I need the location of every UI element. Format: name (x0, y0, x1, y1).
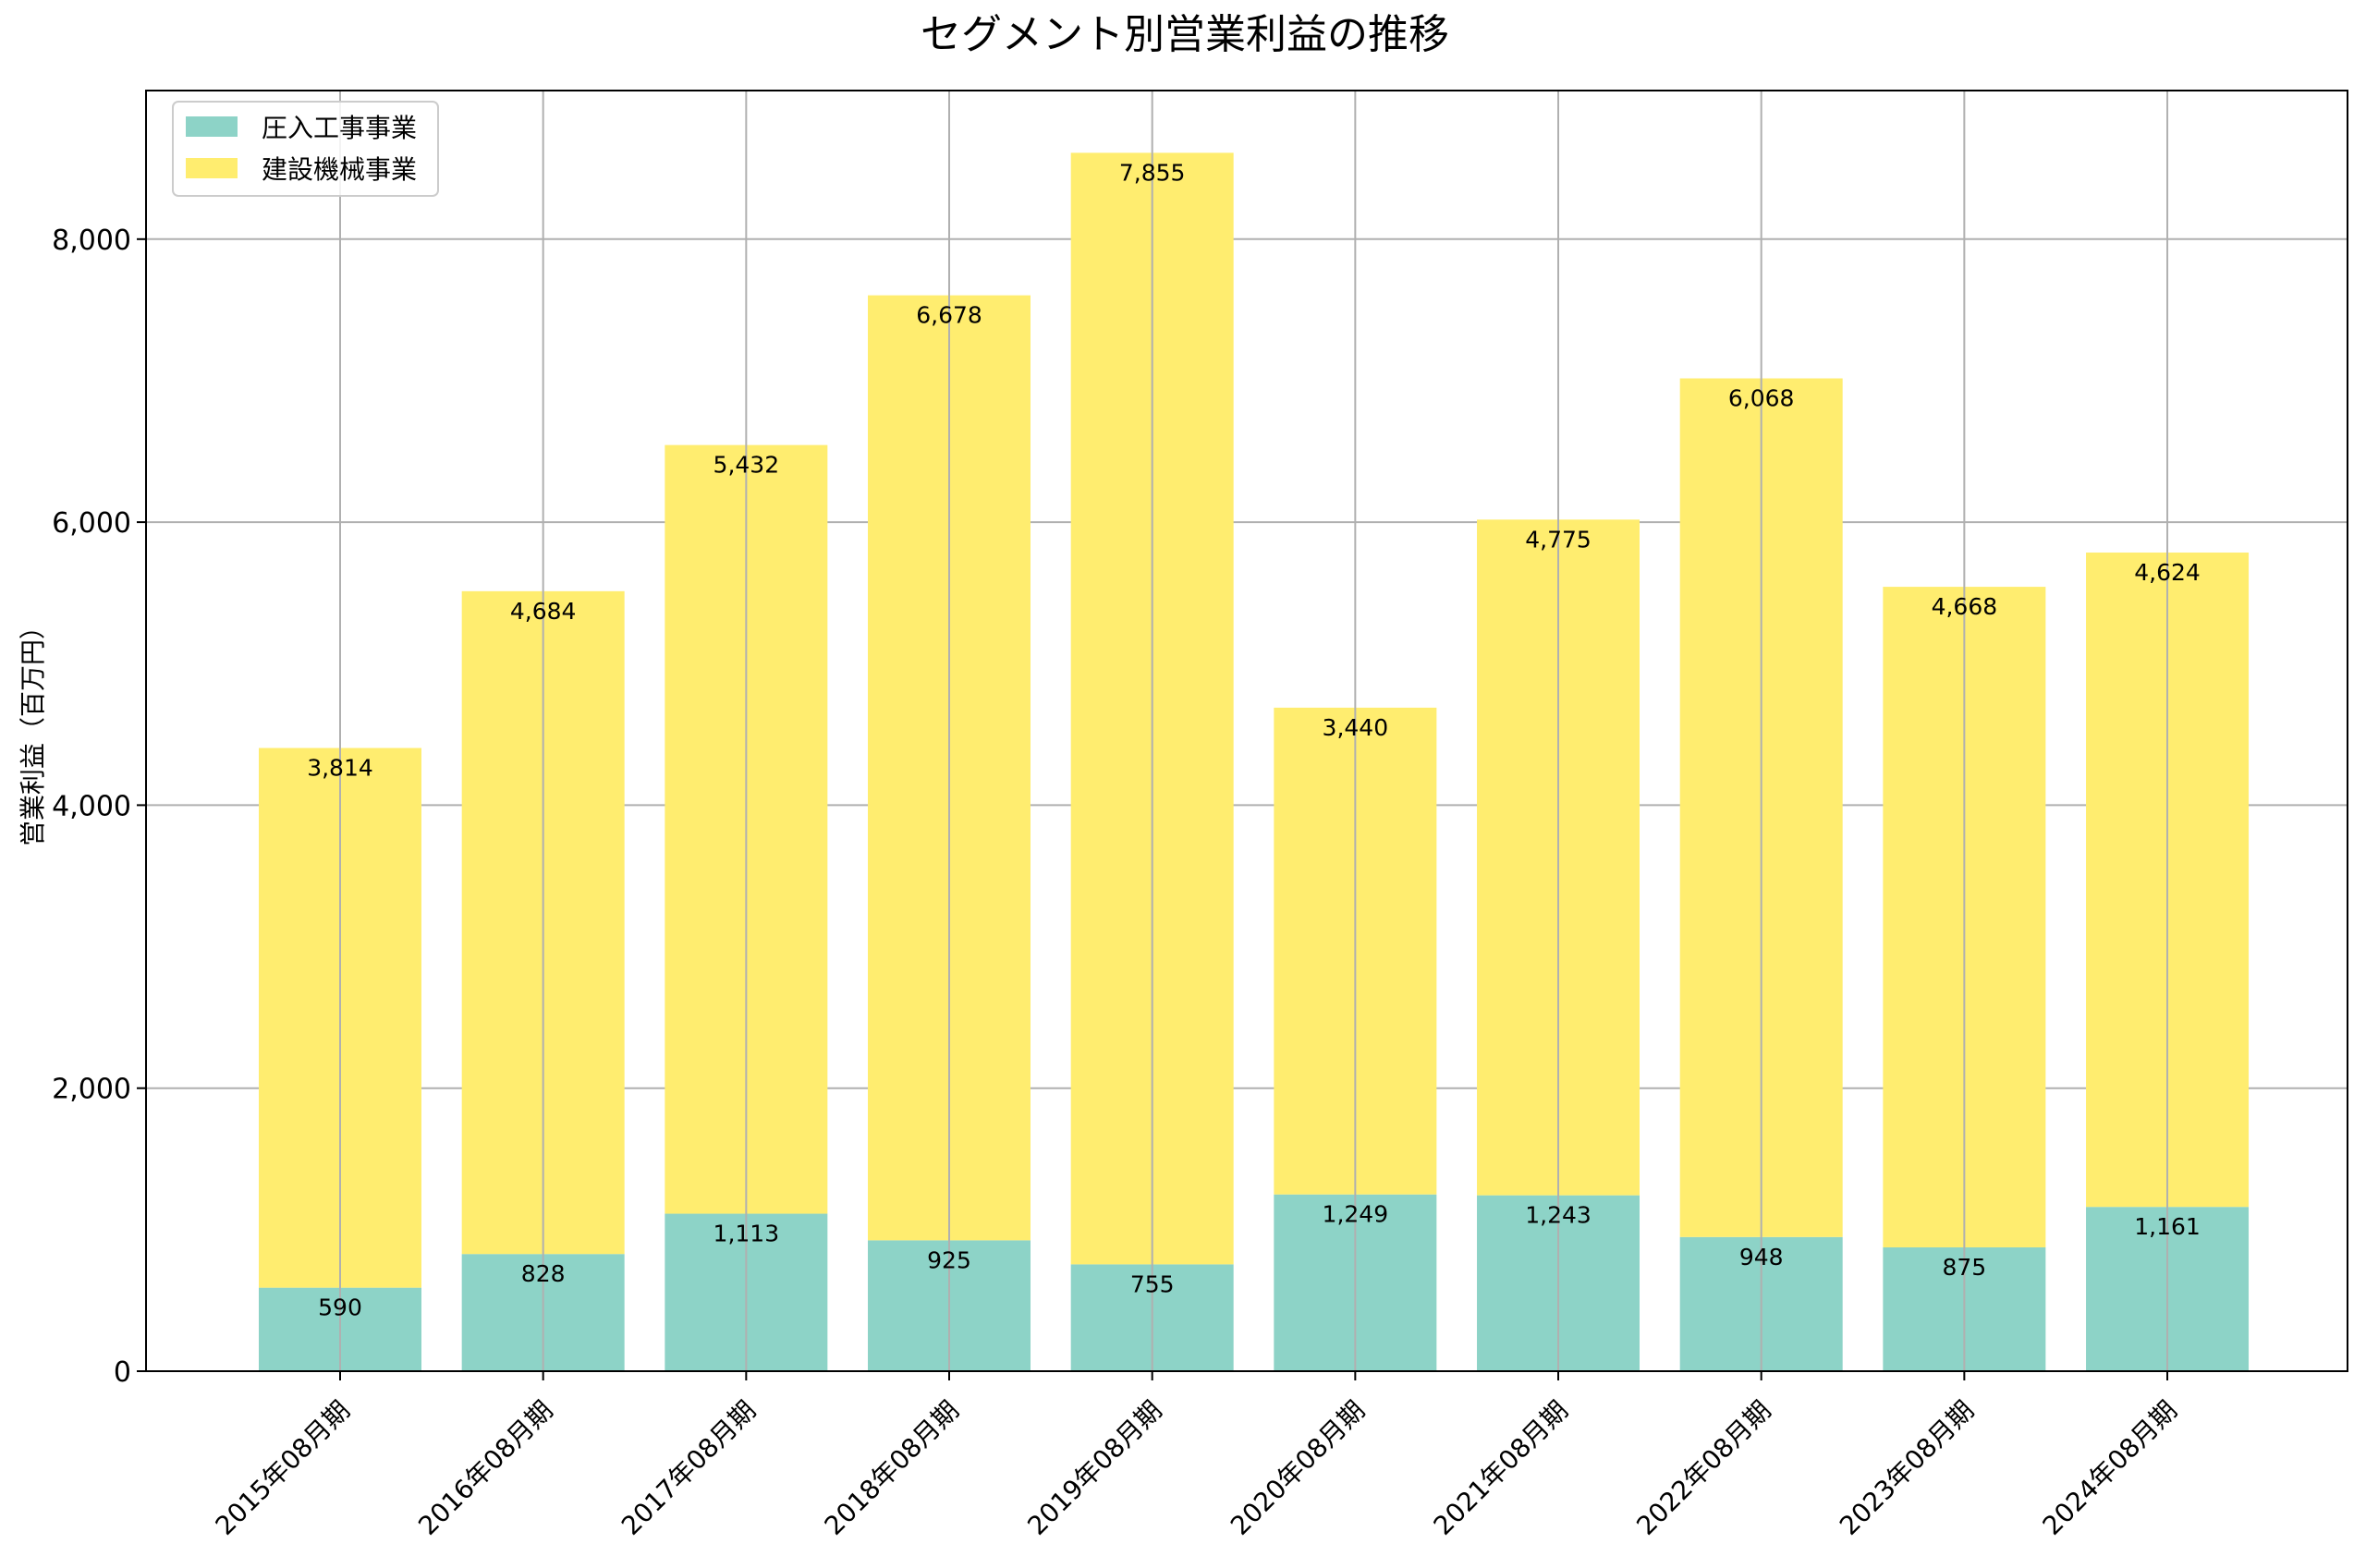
data-label: 1,161 (2134, 1213, 2201, 1240)
x-tick-label: 2018年08月期 (819, 1395, 965, 1541)
data-label: 1,113 (713, 1221, 780, 1247)
data-label: 6,068 (1728, 385, 1795, 412)
data-label: 590 (318, 1295, 362, 1321)
data-label: 1,243 (1525, 1202, 1592, 1229)
data-label: 755 (1130, 1270, 1175, 1297)
x-tick-label: 2022年08月期 (1630, 1395, 1776, 1541)
x-tick-label: 2019年08月期 (1021, 1395, 1167, 1541)
y-axis-label: 営業利益（百万円） (18, 614, 48, 846)
x-tick-label: 2016年08月期 (412, 1395, 558, 1541)
data-label: 6,678 (916, 302, 982, 329)
x-tick-label: 2017年08月期 (616, 1395, 762, 1541)
data-label: 4,684 (510, 598, 577, 625)
x-tick-label: 2020年08月期 (1225, 1395, 1371, 1541)
data-label: 4,668 (1932, 593, 1998, 620)
data-label: 4,775 (1525, 526, 1592, 553)
data-label: 7,855 (1119, 159, 1186, 186)
data-label: 4,624 (2134, 559, 2201, 586)
legend-box (172, 101, 439, 197)
x-tick-label: 2023年08月期 (1834, 1395, 1980, 1541)
legend-label: 圧入工事事業 (262, 113, 417, 143)
legend-swatch (186, 116, 238, 137)
data-label: 948 (1739, 1244, 1784, 1270)
y-tick-label: 8,000 (52, 225, 131, 257)
vertical-grid-lines (339, 91, 2169, 1371)
data-labels-group: 590 3,814 828 4,684 1,113 5,432 925 6,678 755 7,8… (307, 159, 2201, 1320)
x-axis-ticks: 2015年08月期 2016年08月期 2017年08月期 2018年08月期 2019… (210, 1371, 2183, 1541)
data-label: 3,440 (1323, 714, 1389, 741)
bars-group (259, 152, 2250, 1371)
data-label: 1,249 (1323, 1201, 1389, 1228)
data-label: 875 (1943, 1254, 1987, 1281)
data-label: 925 (927, 1246, 971, 1273)
chart-title: セグメント別営業利益の推移 (921, 11, 1449, 58)
data-label: 3,814 (307, 755, 373, 782)
data-label: 5,432 (713, 452, 780, 479)
y-tick-label: 6,000 (52, 507, 131, 540)
y-tick-label: 2,000 (52, 1074, 131, 1106)
y-tick-label: 4,000 (52, 790, 131, 822)
y-tick-label: 0 (114, 1356, 131, 1389)
data-label: 828 (521, 1260, 566, 1287)
x-tick-label: 2024年08月期 (2037, 1395, 2183, 1541)
x-tick-label: 2021年08月期 (1428, 1395, 1574, 1541)
legend-swatch (186, 158, 238, 178)
x-tick-label: 2015年08月期 (210, 1395, 356, 1541)
y-axis-ticks: 0 2,000 4,000 6,000 8,000 (52, 225, 146, 1389)
plot-frame (145, 90, 2348, 1372)
legend-label: 建設機械事業 (262, 154, 417, 185)
